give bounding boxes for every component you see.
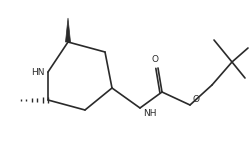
Text: HN: HN [31,67,45,77]
Polygon shape [66,18,70,42]
Text: NH: NH [143,109,156,119]
Text: O: O [192,94,200,104]
Text: O: O [152,55,158,63]
